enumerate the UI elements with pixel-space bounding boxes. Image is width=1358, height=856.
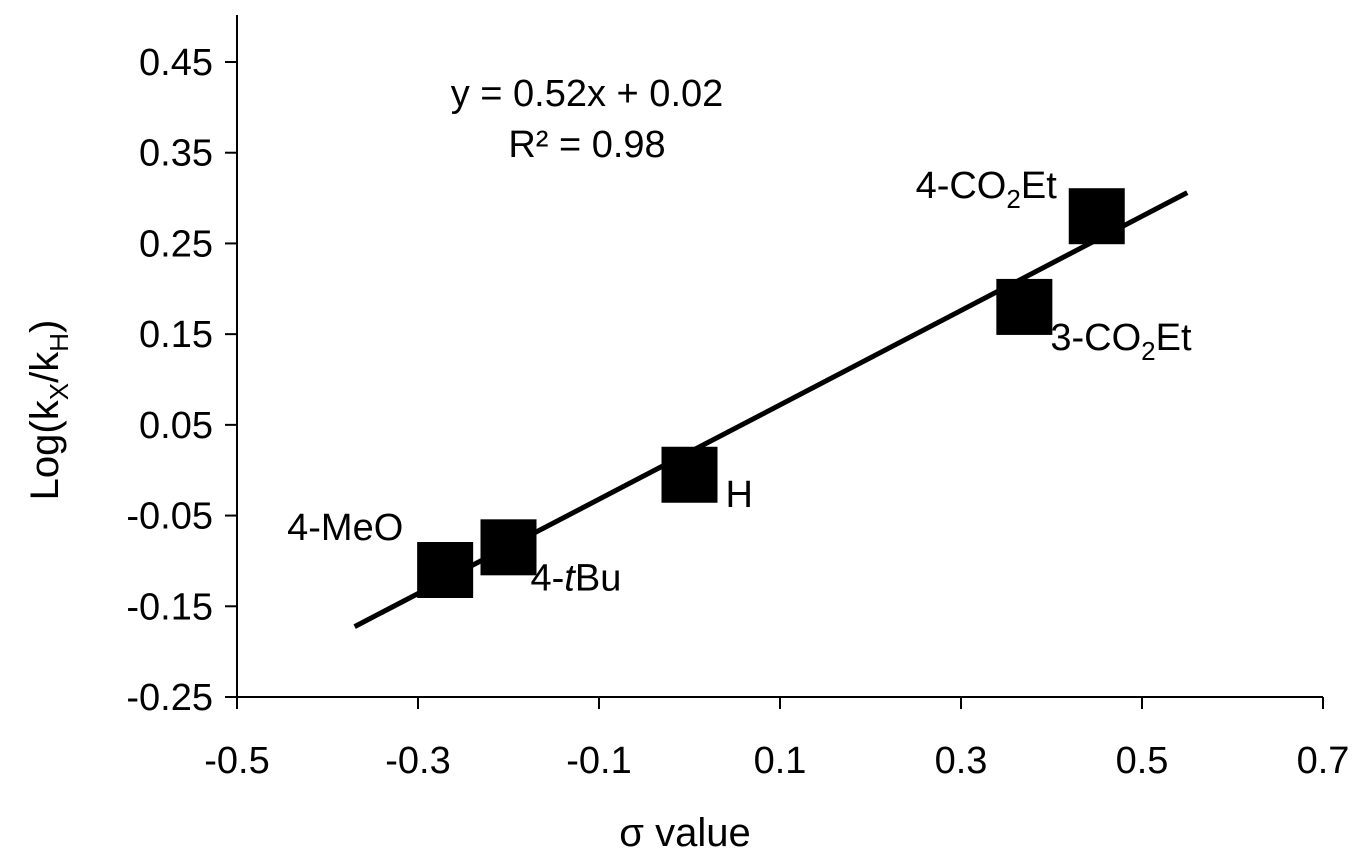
point-labels: 4-MeO 4-tBu H 3-CO2Et 4-CO2Et [287, 165, 1192, 599]
point-label: 4-MeO [287, 507, 403, 549]
data-point [480, 519, 537, 576]
y-axis-title: Log(kX/kH) [23, 320, 74, 501]
x-tick-label: -0.1 [566, 740, 631, 782]
x-tick-label: 0.7 [1297, 740, 1350, 782]
y-axis-ticks: 0.45 0.35 0.25 0.15 0.05 -0.05 -0.15 -0.25 [126, 42, 237, 719]
x-tick-label: 0.5 [1116, 740, 1169, 782]
y-tick-label: 0.15 [139, 314, 213, 356]
y-tick-label: 0.35 [139, 133, 213, 175]
y-tick-label: -0.25 [126, 677, 213, 719]
point-label: 3-CO2Et [1050, 317, 1192, 366]
x-tick-label: -0.5 [204, 740, 269, 782]
y-tick-label: 0.45 [139, 42, 213, 84]
x-axis-title: σ value [619, 811, 750, 855]
x-tick-label: 0.1 [754, 740, 807, 782]
y-tick-label: -0.15 [126, 586, 213, 628]
point-label: 4-tBu [531, 557, 622, 599]
point-label: H [726, 474, 753, 516]
trendline [353, 190, 1189, 629]
data-point [1068, 188, 1125, 245]
data-point [417, 542, 474, 598]
y-tick-label: 0.05 [139, 405, 213, 447]
point-label: 4-CO2Et [916, 165, 1058, 214]
data-points [417, 188, 1125, 598]
x-axis-ticks: -0.5 -0.3 -0.1 0.1 0.3 0.5 0.7 [204, 697, 1349, 782]
data-point [996, 278, 1053, 335]
trendline-equation: y = 0.52x + 0.02 [451, 73, 724, 115]
y-tick-label: -0.05 [126, 496, 213, 538]
x-tick-label: 0.3 [935, 740, 988, 782]
y-tick-label: 0.25 [139, 223, 213, 265]
x-tick-label: -0.3 [385, 740, 450, 782]
trendline-group [353, 190, 1189, 629]
data-point [661, 446, 718, 503]
r-squared-label: R² = 0.98 [508, 124, 665, 166]
